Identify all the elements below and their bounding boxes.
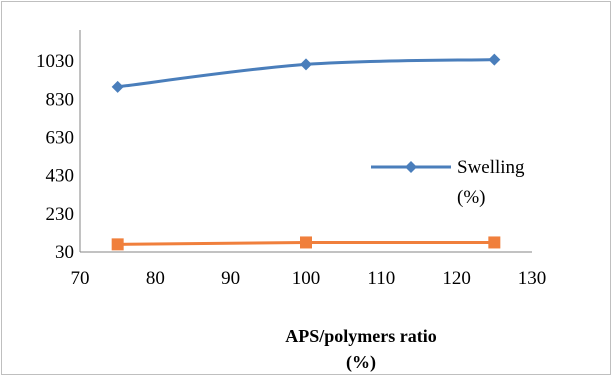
data-point-square <box>488 236 501 249</box>
x-tick-label: 80 <box>146 268 165 289</box>
data-point-square <box>300 236 312 249</box>
legend-swelling-marker <box>405 161 417 173</box>
y-tick-label: 30 <box>55 242 74 263</box>
legend-swelling-label: Swelling <box>457 157 525 178</box>
y-tick-label: 830 <box>46 89 75 110</box>
x-axis-title-unit: (%) <box>346 352 376 373</box>
y-tick-label: 430 <box>46 166 75 187</box>
data-point-diamond <box>300 58 312 71</box>
x-tick-labels: 70 80 90 100 110 120 130 <box>71 268 547 289</box>
x-tick-label: 130 <box>518 268 547 289</box>
x-axis-title: APS/polymers ratio <box>285 326 436 346</box>
y-tick-label: 230 <box>46 204 75 225</box>
axes <box>79 30 532 253</box>
data-point-diamond <box>111 80 124 93</box>
y-tick-label: 1030 <box>36 51 74 72</box>
x-tick-label: 90 <box>221 268 240 289</box>
legend-swelling-unit: (%) <box>457 187 485 208</box>
x-tick-label: 110 <box>367 268 395 289</box>
series-layer <box>111 53 501 251</box>
x-tick-label: 120 <box>442 268 471 289</box>
x-tick-label: 70 <box>71 268 90 289</box>
legend: Swelling (%) <box>371 157 525 208</box>
data-point-square <box>111 238 124 251</box>
data-point-diamond <box>488 53 501 66</box>
x-tick-label: 100 <box>292 268 321 289</box>
y-tick-label: 630 <box>46 127 75 148</box>
y-tick-labels: 30 230 430 630 830 1030 <box>36 51 74 263</box>
